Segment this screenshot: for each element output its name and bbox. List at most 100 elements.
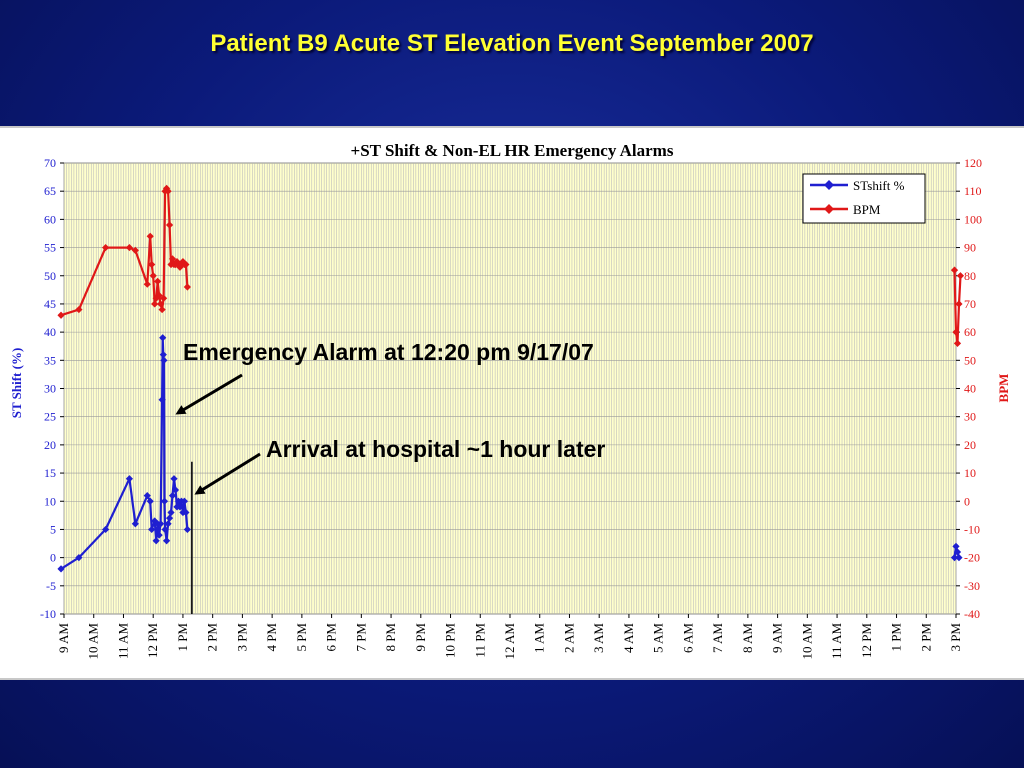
x-tick-label: 2 PM	[205, 623, 220, 652]
bpm-point	[952, 328, 960, 336]
y2-tick-label: 20	[964, 438, 976, 452]
x-tick-label: 8 PM	[383, 623, 398, 652]
hospital-arrival-annotation: Arrival at hospital ~1 hour later	[266, 436, 606, 462]
x-tick-label: 11 AM	[829, 623, 844, 659]
legend-bpm-marker	[824, 204, 834, 214]
chart: +ST Shift & Non-EL HR Emergency Alarms S…	[9, 141, 1011, 659]
st-shift-point	[953, 548, 962, 556]
y2-tick-label: 80	[964, 269, 976, 283]
y2-axis-label: BPM	[996, 374, 1011, 403]
y-tick-label: 0	[50, 551, 56, 565]
x-tick-label: 3 PM	[948, 623, 963, 652]
emergency-alarm-annotation: Emergency Alarm at 12:20 pm 9/17/07	[183, 339, 594, 365]
x-tick-label: 11 PM	[472, 623, 487, 658]
bpm-point	[75, 305, 83, 314]
y2-tick-label: -30	[964, 579, 980, 593]
st-shift-point	[146, 497, 154, 505]
y-tick-label: -10	[40, 607, 56, 621]
st-shift-point	[125, 475, 134, 483]
st-shift-point	[158, 396, 166, 404]
bpm-point	[102, 243, 110, 252]
x-tick-label: 9 AM	[770, 623, 785, 653]
st-shift-point	[159, 334, 167, 342]
x-tick-label: 9 PM	[413, 623, 428, 652]
x-tick-label: 6 AM	[680, 623, 695, 653]
bpm-point	[155, 291, 163, 300]
y-tick-label: 50	[44, 269, 56, 283]
bpm-point	[160, 294, 168, 302]
legend-bpm-label: BPM	[853, 202, 881, 217]
x-tick-label: 11 AM	[115, 623, 130, 659]
chart-title: +ST Shift & Non-EL HR Emergency Alarms	[351, 141, 674, 160]
x-tick-label: 7 AM	[710, 623, 725, 653]
x-tick-label: 3 AM	[591, 623, 606, 653]
y2-tick-label: -20	[964, 551, 980, 565]
y-tick-label: 15	[44, 466, 56, 480]
st-shift-point	[148, 525, 156, 534]
y-tick-label: 40	[44, 325, 56, 339]
y-tick-label: 20	[44, 438, 56, 452]
st-shift-point	[176, 503, 184, 511]
bpm-point	[956, 272, 965, 280]
y-tick-label: 25	[44, 410, 56, 424]
st-shift-point	[170, 475, 178, 483]
st-shift-point	[160, 356, 168, 364]
y-tick-label: 45	[44, 297, 56, 311]
st-shift-point	[159, 351, 167, 359]
bpm-point	[154, 277, 162, 285]
x-tick-label: 3 PM	[234, 623, 249, 652]
y2-tick-label: 70	[964, 297, 976, 311]
x-tick-label: 2 AM	[561, 623, 576, 653]
bpm-point	[165, 221, 174, 229]
x-tick-label: 6 PM	[324, 623, 339, 652]
bpm-point	[955, 300, 963, 308]
y-tick-label: 55	[44, 241, 56, 255]
bpm-point	[146, 232, 154, 240]
st-shift-point	[152, 537, 160, 545]
st-shift-point	[167, 508, 175, 517]
legend-st-label: STshift %	[853, 178, 905, 193]
st-shift-point	[57, 565, 65, 573]
x-tick-label: 1 PM	[175, 623, 190, 652]
st-shift-point	[160, 497, 169, 505]
y-tick-label: 30	[44, 382, 56, 396]
x-tick-label: 1 AM	[532, 623, 547, 653]
st-shift-point	[143, 492, 151, 500]
chart-frame: +ST Shift & Non-EL HR Emergency Alarms S…	[0, 126, 1024, 680]
st-shift-point	[165, 514, 174, 522]
x-tick-label: 4 PM	[264, 623, 279, 652]
bpm-point	[950, 266, 959, 274]
y2-tick-label: 10	[964, 466, 976, 480]
bpm-point	[143, 280, 151, 288]
st-shift-point	[102, 525, 110, 534]
y-tick-label: 70	[44, 156, 56, 170]
y-tick-label: 35	[44, 353, 56, 367]
y-tick-label: 60	[44, 212, 56, 226]
x-tick-label: 12 PM	[859, 623, 874, 658]
st-shift-point	[155, 531, 163, 539]
y-tick-label: -5	[46, 579, 56, 593]
x-tick-label: 9 AM	[56, 623, 71, 653]
x-tick-label: 10 PM	[443, 623, 458, 658]
y-tick-label: 65	[44, 184, 56, 198]
y2-tick-label: 60	[964, 325, 976, 339]
st-shift-point	[162, 537, 171, 545]
y2-tick-label: 30	[964, 410, 976, 424]
st-shift-point	[161, 525, 169, 534]
st-shift-point	[955, 554, 963, 562]
x-tick-label: 7 PM	[353, 623, 368, 652]
y2-tick-label: 90	[964, 241, 976, 255]
x-tick-label: 4 AM	[621, 623, 636, 653]
bpm-point	[157, 300, 165, 308]
st-shift-point	[75, 554, 83, 562]
st-shift-point	[180, 497, 189, 505]
st-shift-point	[164, 520, 172, 528]
legend-st-marker	[824, 180, 834, 190]
y2-tick-label: 100	[964, 212, 982, 226]
bpm-point	[125, 243, 134, 252]
y2-tick-label: 120	[964, 156, 982, 170]
slide-title: Patient B9 Acute ST Elevation Event Sept…	[210, 30, 814, 57]
y2-tick-label: 110	[964, 184, 982, 198]
st-shift-point	[952, 542, 960, 550]
st-shift-point	[183, 525, 191, 534]
